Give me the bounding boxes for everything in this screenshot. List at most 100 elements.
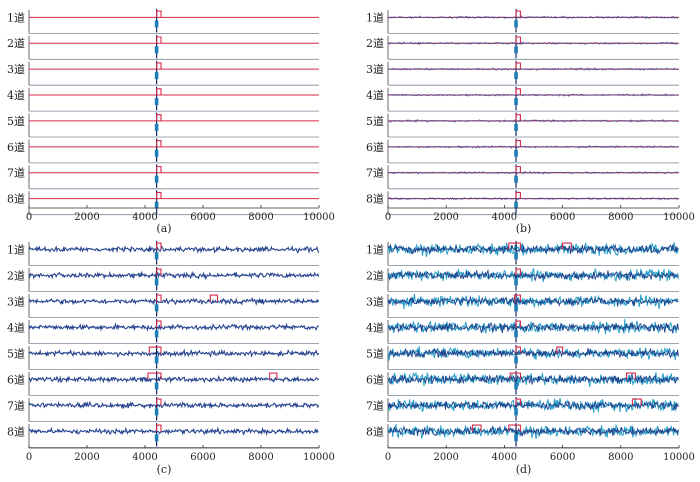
noise-trace — [387, 15, 679, 20]
panel-label: (b) — [516, 222, 532, 235]
channel-label: 8道 — [366, 192, 384, 206]
x-tick-label: 8000 — [608, 452, 633, 463]
detection-window — [515, 165, 521, 173]
channel-row: 5道 — [7, 112, 319, 138]
spike-marker — [514, 434, 518, 442]
channel-label: 8道 — [7, 192, 25, 206]
channel-row: 4道 — [7, 86, 319, 112]
spike-marker — [514, 252, 518, 260]
spike-marker — [514, 20, 518, 28]
spike-marker — [154, 98, 159, 106]
channel-label: 8道 — [366, 424, 384, 438]
spike-marker — [154, 20, 159, 28]
detection-window — [509, 372, 521, 380]
x-tick-label: 0 — [385, 452, 391, 463]
channel-row: 1道 — [366, 241, 679, 266]
channel-label: 3道 — [7, 62, 25, 76]
detection-window — [562, 242, 572, 250]
detection-window — [515, 398, 521, 406]
spike-marker — [514, 149, 518, 157]
channel-label: 2道 — [366, 36, 384, 50]
x-axis: 0 2000 4000 6000 8000 10000 — [385, 445, 695, 463]
spike-marker — [514, 72, 518, 80]
detection-window — [515, 268, 521, 276]
x-tick-label: 8000 — [608, 212, 633, 223]
detection-window — [269, 372, 278, 380]
channel-row: 6道 — [366, 138, 679, 164]
spike-marker — [514, 201, 518, 209]
channel-row: 1道 — [7, 241, 320, 266]
channel-row: 1道 — [7, 9, 319, 34]
spike-marker — [514, 123, 518, 131]
channel-label: 7道 — [7, 398, 25, 412]
channel-label: 6道 — [366, 372, 384, 386]
x-tick-label: 10000 — [663, 452, 695, 463]
detection-window — [514, 294, 521, 302]
noise-trace — [387, 424, 679, 437]
channel-label: 7道 — [366, 166, 384, 180]
detection-window — [156, 398, 162, 406]
spike-marker — [154, 330, 159, 338]
detection-window — [556, 346, 564, 354]
detection-window — [156, 242, 162, 250]
x-tick-label: 0 — [385, 212, 391, 223]
spike-marker — [514, 330, 518, 338]
channel-row: 3道 — [7, 293, 320, 318]
channel-label: 2道 — [7, 268, 25, 282]
channel-row: 7道 — [366, 397, 679, 422]
channel-label: 3道 — [7, 294, 25, 308]
x-tick-label: 0 — [26, 452, 32, 463]
noise-trace — [387, 347, 679, 359]
detection-window — [631, 398, 642, 406]
channel-row: 2道 — [7, 267, 320, 292]
channel-label: 1道 — [7, 10, 25, 24]
noise-trace — [387, 322, 679, 334]
channel-label: 6道 — [7, 140, 25, 154]
x-axis: 0 2000 4000 6000 8000 10000 — [385, 205, 695, 223]
x-axis: 0 2000 4000 6000 8000 10000 — [26, 205, 335, 223]
noise-trace — [387, 196, 679, 201]
channel-row: 8道 — [7, 190, 319, 216]
spike-marker — [514, 408, 518, 416]
channel-row: 3道 — [366, 60, 679, 86]
noise-trace — [28, 322, 319, 332]
detection-window — [515, 62, 521, 70]
channel-row: 7道 — [7, 164, 319, 190]
channel-row: 2道 — [7, 34, 319, 60]
noise-trace — [387, 41, 679, 46]
detection-window — [515, 114, 521, 121]
spike-marker — [154, 304, 159, 312]
x-tick-label: 10000 — [663, 212, 695, 223]
channel-row: 1道 — [366, 9, 679, 34]
x-tick-label: 2000 — [74, 212, 99, 223]
noise-trace — [28, 270, 320, 281]
noise-trace — [387, 400, 679, 411]
channel-row: 4道 — [366, 86, 679, 112]
spike-marker — [514, 46, 518, 54]
noise-trace — [28, 426, 319, 437]
detection-window — [209, 294, 219, 302]
channel-row: 3道 — [366, 293, 679, 318]
channel-label: 3道 — [366, 62, 384, 76]
channel-label: 1道 — [366, 10, 384, 24]
x-tick-label: 10000 — [303, 452, 335, 463]
detection-window — [508, 424, 521, 432]
channel-row: 5道 — [7, 345, 320, 370]
x-tick-label: 4000 — [132, 212, 157, 223]
spike-marker — [514, 356, 518, 364]
noise-trace — [387, 268, 679, 282]
panel-label: (d) — [516, 463, 532, 476]
detection-window — [147, 372, 162, 380]
detection-window — [156, 191, 162, 199]
channel-row: 5道 — [366, 345, 679, 370]
x-tick-label: 8000 — [248, 452, 273, 463]
detection-window — [156, 294, 162, 302]
spike-marker — [154, 408, 159, 416]
spike-marker — [154, 434, 159, 442]
x-tick-label: 4000 — [492, 212, 517, 223]
channel-label: 6道 — [366, 140, 384, 154]
channel-label: 7道 — [366, 398, 384, 412]
spike-marker — [154, 356, 159, 364]
detection-window — [515, 191, 521, 199]
spike-marker — [154, 123, 159, 131]
